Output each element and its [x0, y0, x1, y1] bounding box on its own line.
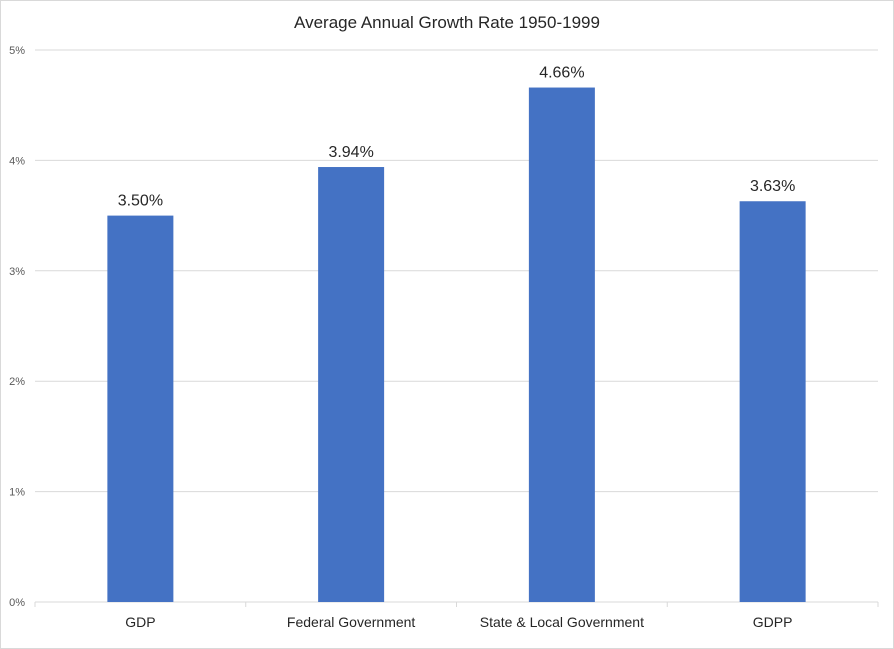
category-label: State & Local Government	[480, 614, 644, 630]
y-tick-label: 1%	[9, 487, 25, 499]
chart-title: Average Annual Growth Rate 1950-1999	[294, 13, 600, 32]
data-labels: 3.50% 3.94% 4.66% 3.63%	[118, 65, 796, 210]
y-tick-label: 3%	[9, 266, 25, 278]
x-axis	[34, 601, 879, 607]
bar	[739, 201, 806, 603]
data-label: 3.63%	[750, 178, 795, 195]
y-axis-ticks: 0% 1% 2% 3% 4% 5%	[9, 45, 25, 609]
category-label: GDPP	[753, 614, 793, 630]
bar	[528, 87, 595, 602]
y-tick-label: 4%	[9, 155, 25, 167]
gridlines	[35, 49, 878, 493]
y-tick-label: 5%	[9, 45, 25, 57]
y-tick-label: 2%	[9, 376, 25, 388]
bars	[107, 87, 806, 603]
category-label: GDP	[125, 614, 155, 630]
data-label: 3.50%	[118, 193, 163, 210]
data-label: 3.94%	[328, 144, 373, 161]
bar	[107, 215, 174, 602]
category-label: Federal Government	[287, 614, 416, 630]
y-tick-label: 0%	[9, 597, 25, 609]
bar	[318, 167, 385, 603]
category-labels: GDP Federal Government State & Local Gover…	[125, 614, 792, 630]
data-label: 4.66%	[539, 65, 584, 82]
